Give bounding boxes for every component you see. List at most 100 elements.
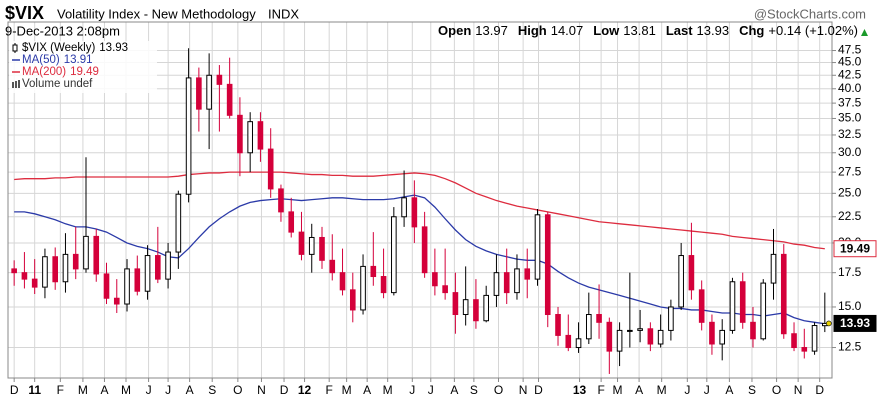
legend-icon [15, 81, 17, 88]
candle-body [678, 255, 684, 308]
quote-label: Open [438, 23, 471, 38]
candle-body [637, 328, 643, 331]
candle-body [401, 197, 407, 218]
x-tick-label: M [657, 383, 667, 397]
x-tick-label: A [635, 383, 643, 397]
candle-body [432, 272, 438, 287]
x-tick-label: F [57, 383, 64, 397]
candle-body [370, 265, 377, 278]
candle-body [93, 235, 100, 275]
x-tick-label: M [383, 383, 393, 397]
candle-body [257, 121, 264, 150]
candle-body [462, 299, 469, 316]
candle-body [596, 314, 602, 323]
x-tick-label: J [409, 383, 415, 397]
candle-body [72, 253, 79, 270]
y-tick-label: 45.0 [838, 55, 862, 69]
x-tick-label: A [100, 383, 108, 397]
quote-value: 13.93 [697, 23, 730, 38]
y-tick-label: 37.5 [838, 95, 862, 109]
ma-last-label: 19.49 [840, 241, 870, 255]
legend-value: 19.49 [70, 66, 99, 78]
grid: 12.515.017.520.022.525.027.530.032.535.0… [8, 22, 862, 397]
quote-label: Chg [739, 23, 764, 38]
legend-icon [12, 44, 18, 52]
quote-value: 14.07 [551, 23, 584, 38]
x-tick-label: F [326, 383, 333, 397]
y-tick-label: 25.0 [838, 185, 862, 199]
candle-body [288, 211, 295, 233]
x-tick-label: 13 [573, 383, 587, 397]
candle-body [185, 77, 192, 195]
candle-body [21, 272, 28, 280]
quote-label: High [518, 23, 547, 38]
candle-body [770, 253, 777, 284]
candle-body [791, 333, 797, 349]
candle-body [298, 231, 305, 255]
x-tick-label: A [186, 383, 194, 397]
x-tick-label: 11 [28, 383, 41, 397]
y-tick-label: 30.0 [838, 145, 862, 159]
y-tick-label: 32.5 [838, 127, 862, 141]
candle-body [739, 281, 746, 323]
candle-body [329, 259, 336, 274]
candle-body [339, 272, 346, 291]
y-tick-label: 17.5 [838, 265, 862, 279]
x-tick-label: M [121, 383, 131, 397]
candle-body [380, 276, 387, 294]
candle-body [442, 285, 448, 294]
legend-entry: $VIX (Weekly) 13.93 [22, 42, 128, 54]
x-tick-label: D [280, 383, 289, 397]
candle-body [709, 321, 715, 345]
candle-body [555, 314, 561, 336]
x-tick-label: D [10, 383, 19, 397]
candle-body [226, 83, 233, 116]
last-marker [826, 320, 832, 327]
y-tick-label: 42.5 [838, 67, 862, 81]
candle-body [585, 314, 592, 340]
x-tick-label: J [146, 383, 152, 397]
candle-body [113, 297, 120, 305]
candle-body [206, 74, 212, 110]
candle-body [668, 306, 674, 331]
x-tick-label: O [494, 383, 503, 397]
y-tick-label: 40.0 [838, 81, 862, 95]
quote-label: Last [666, 23, 693, 38]
up-arrow [861, 29, 868, 36]
x-tick-label: O [772, 383, 781, 397]
x-tick-label: M [342, 383, 352, 397]
x-tick-label: D [534, 383, 543, 397]
candle-body [247, 121, 253, 154]
y-tick-label: 35.0 [838, 111, 862, 125]
candle-body [606, 321, 613, 352]
candle-body [657, 329, 664, 345]
x-tick-label: A [450, 383, 458, 397]
quote-value: +0.14 (+1.02%) [768, 23, 858, 38]
candle-body [237, 114, 243, 154]
candle-body [31, 278, 38, 288]
candle-body [544, 214, 551, 316]
moving-average-line [14, 171, 825, 250]
x-tick-label: J [165, 383, 171, 397]
x-tick-label: N [257, 383, 266, 397]
x-tick-label: M [613, 383, 623, 397]
source: @StockCharts.com [754, 6, 866, 21]
legend-bg [9, 41, 157, 93]
candle-body [534, 214, 541, 280]
candle-body [575, 338, 582, 349]
candle-body [729, 281, 736, 331]
x-tick-label: S [470, 383, 478, 397]
candle-body [801, 347, 808, 352]
moving-average-line [14, 194, 825, 325]
candle-body [308, 236, 315, 255]
x-tick-label: J [428, 383, 434, 397]
legend-name: MA(50) [22, 54, 60, 66]
candle-body [616, 329, 623, 352]
candle-body [514, 268, 520, 294]
candle-body [83, 235, 89, 270]
x-tick-label: S [208, 383, 216, 397]
x-tick-label: D [815, 383, 824, 397]
candle-body [698, 289, 705, 323]
